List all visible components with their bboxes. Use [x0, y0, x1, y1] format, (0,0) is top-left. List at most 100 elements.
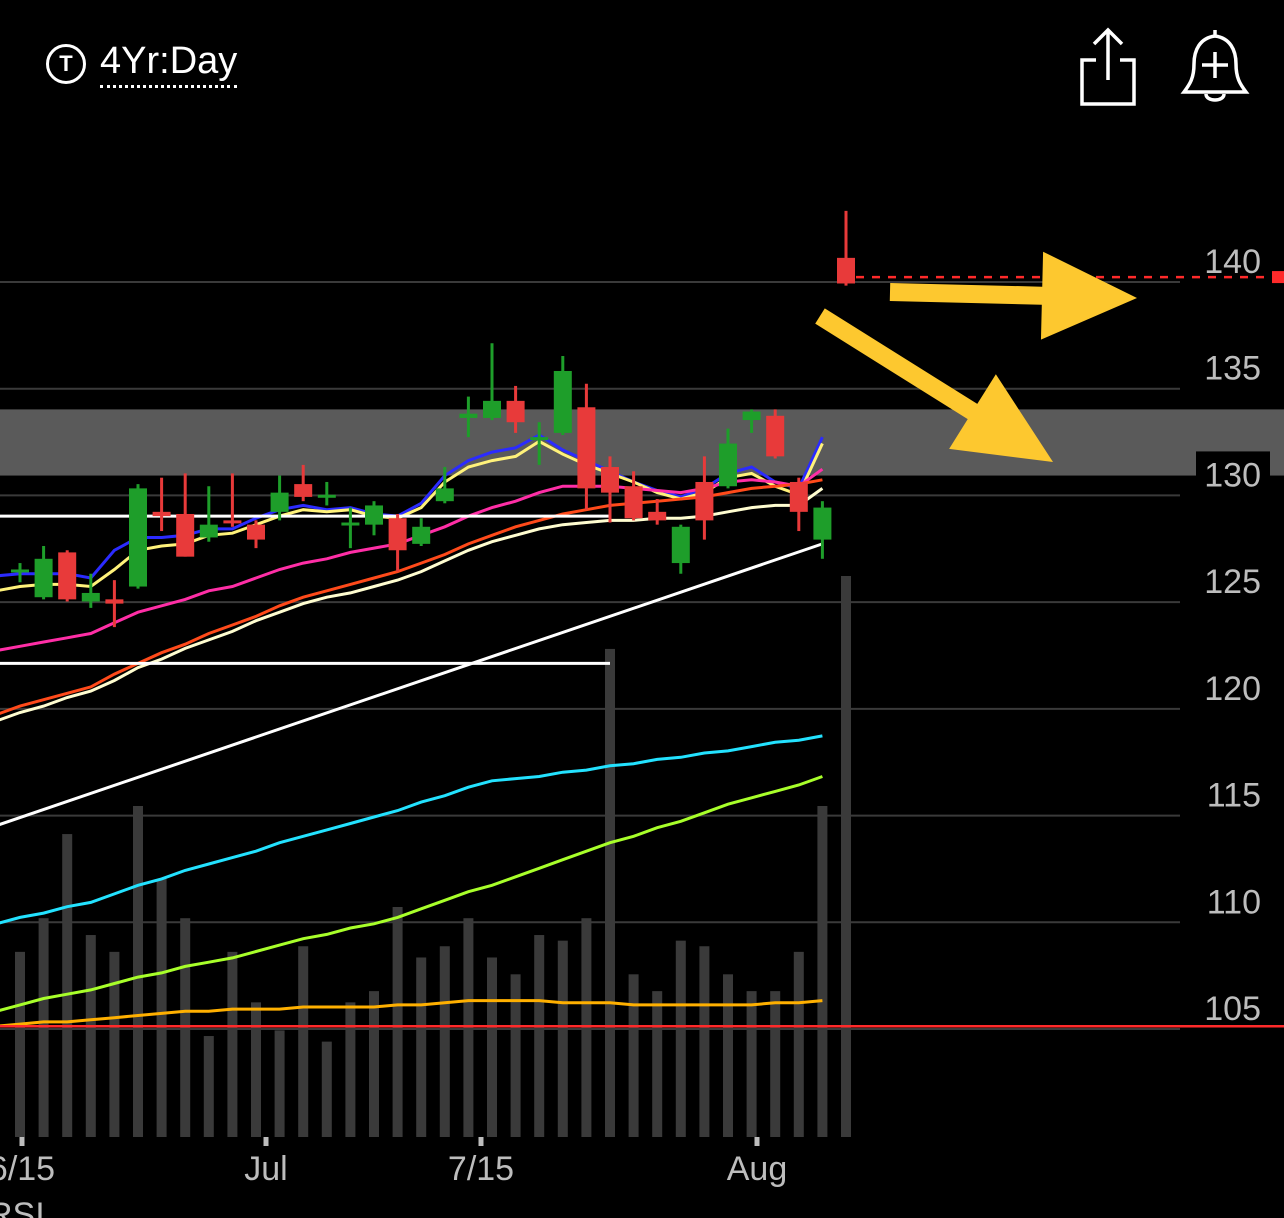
candle-body [34, 558, 53, 598]
annotation-arrow-right [889, 251, 1137, 340]
volume-bar [628, 974, 639, 1137]
range-label: 4Yr:Day [100, 40, 238, 88]
share-icon [1080, 27, 1136, 106]
candle-body [11, 569, 29, 573]
volume-bar [38, 918, 49, 1137]
candle-body [506, 400, 525, 423]
candle-body [719, 443, 737, 487]
candle-body [129, 488, 147, 587]
candle-body [435, 488, 454, 502]
candle-body [459, 413, 478, 418]
candle-body [624, 486, 643, 519]
candle-body [577, 407, 596, 489]
volume-bar [109, 951, 120, 1137]
candle-body [247, 524, 265, 540]
volume-bar [298, 946, 309, 1137]
candle-body [105, 599, 124, 604]
volume-bar [534, 935, 545, 1137]
volume-bar [510, 974, 521, 1137]
volume-bar [605, 648, 615, 1137]
volume-bar [274, 1030, 285, 1137]
trendline [0, 542, 823, 826]
x-axis-label: 7/15 [448, 1150, 514, 1188]
moving-average-line [0, 478, 823, 715]
candle-body [789, 481, 808, 512]
y-axis-label: 105 [1204, 990, 1261, 1028]
candle-body [766, 415, 785, 457]
add-alert-button[interactable] [1180, 26, 1250, 113]
volume-bar [62, 834, 73, 1137]
candle-body [199, 524, 218, 538]
candle-body [837, 257, 855, 284]
candle-body [648, 511, 667, 521]
y-axis-label: 110 [1207, 883, 1261, 921]
volume-bar [463, 918, 474, 1137]
candle-body [695, 481, 714, 521]
candle-body [81, 592, 100, 602]
candle-body [671, 526, 690, 564]
price-label-highlight [1196, 451, 1270, 496]
volume-bar [321, 1041, 332, 1137]
volume-bar [227, 951, 238, 1137]
volume-bar [85, 935, 96, 1137]
y-axis-label: 120 [1204, 670, 1261, 708]
annotation-arrow-down [815, 308, 1053, 462]
candle-body [270, 492, 289, 512]
candle-body [388, 518, 407, 551]
y-axis-label: 130 [1204, 456, 1261, 494]
volume-bar [203, 1036, 214, 1137]
rsi-panel-label: RSI [0, 1196, 45, 1218]
x-axis-label: Jul [244, 1150, 287, 1188]
candle-body [553, 370, 572, 433]
moving-average-line [0, 775, 823, 1012]
volume-bar [841, 576, 851, 1137]
y-axis-label: 125 [1204, 563, 1261, 601]
volume-bar [487, 957, 497, 1137]
x-axis-label: 6/15 [0, 1150, 55, 1188]
candle-body [412, 526, 431, 544]
volume-bar [581, 918, 592, 1137]
volume-bar [180, 918, 191, 1137]
candle-body [223, 520, 242, 524]
moving-average-line [0, 734, 823, 925]
candle-body [294, 484, 313, 497]
volume-bar [652, 991, 663, 1137]
volume-bar [770, 991, 781, 1137]
candle-body [813, 507, 832, 540]
y-axis-label: 135 [1204, 350, 1261, 388]
candle-body [601, 467, 619, 493]
volume-bar [15, 951, 25, 1137]
volume-bar [817, 806, 828, 1137]
resistance-band [0, 409, 1284, 476]
y-axis-label: 115 [1207, 777, 1261, 815]
volume-bar [557, 940, 568, 1137]
moving-average-line [0, 999, 823, 1028]
timezone-icon: T [46, 44, 86, 84]
candle-body [317, 494, 336, 498]
x-axis-label: Aug [727, 1150, 788, 1188]
volume-bar [675, 940, 686, 1137]
chart-range-selector[interactable]: T 4Yr:Day [46, 40, 238, 88]
volume-bar [133, 806, 143, 1137]
volume-bar [793, 951, 804, 1137]
volume-bar [345, 1002, 356, 1137]
volume-bar [392, 906, 403, 1137]
volume-bar [156, 878, 167, 1137]
candle-body [483, 400, 501, 418]
candle-body [176, 513, 195, 557]
share-button[interactable] [1078, 26, 1138, 113]
candle-body [58, 552, 77, 600]
volume-bar [746, 991, 757, 1137]
candle-body [742, 411, 761, 421]
volume-bar [723, 974, 733, 1137]
candle-body [341, 522, 360, 526]
moving-average-line [0, 467, 824, 652]
candle-body [530, 437, 549, 441]
moving-average-line [0, 487, 824, 722]
candle-body [152, 511, 171, 517]
volume-bar [251, 1002, 261, 1137]
volume-bar [699, 946, 710, 1137]
bell-plus-icon [1180, 30, 1250, 102]
volume-bar [416, 957, 427, 1137]
